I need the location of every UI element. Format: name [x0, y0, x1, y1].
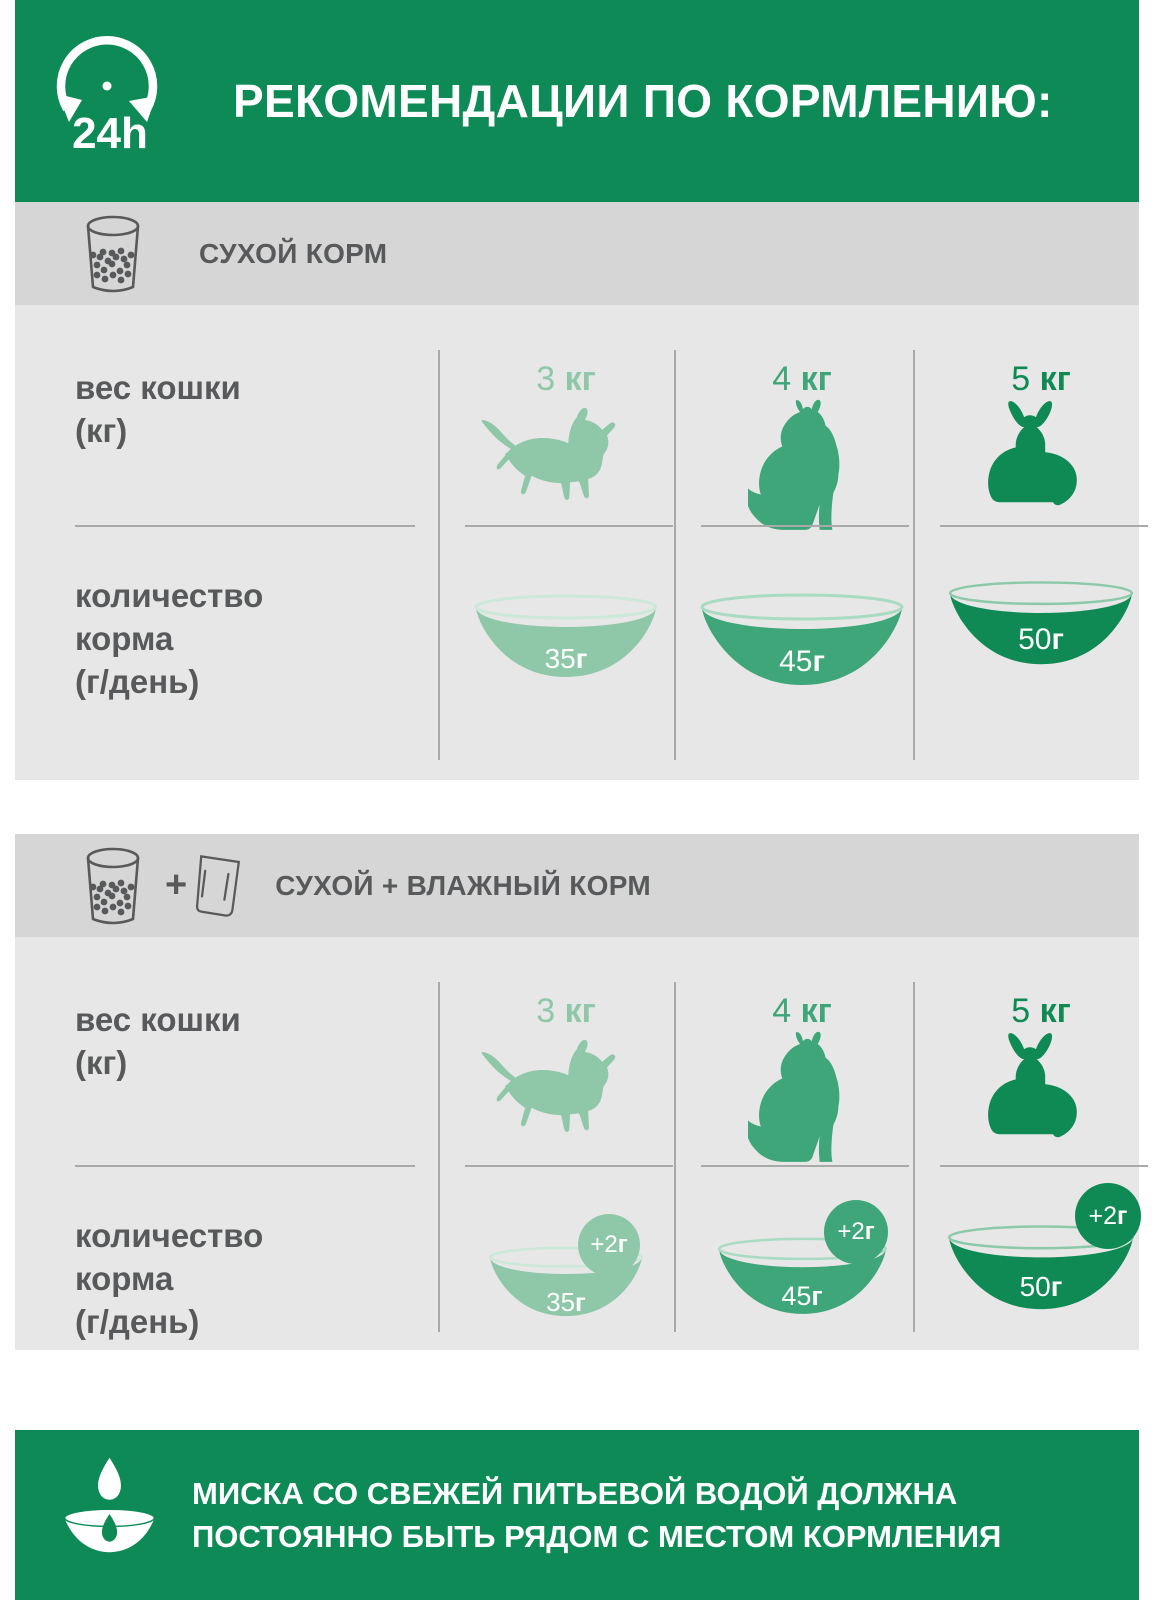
- svg-text:24h: 24h: [72, 109, 148, 158]
